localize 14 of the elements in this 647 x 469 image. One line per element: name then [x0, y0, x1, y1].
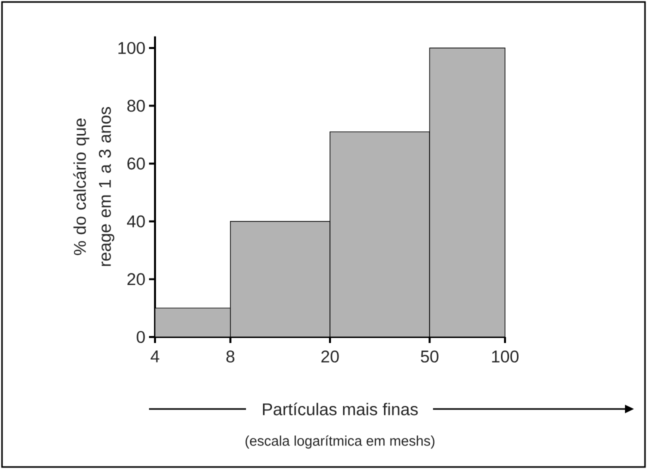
x-tick-label: 50 [420, 350, 438, 363]
x-tick-label: 20 [321, 350, 339, 363]
y-axis-title: % do calcário que reage em 1 a 3 anos [73, 107, 114, 266]
y-tick-label: 0 [136, 330, 145, 344]
y-tick-label: 60 [127, 158, 145, 170]
x-tick-label: 8 [226, 350, 234, 363]
y-tick-label: 40 [126, 215, 145, 228]
y-tick-label: 80 [127, 100, 145, 112]
x-axis-title: Partículas mais finas [262, 402, 418, 416]
x-tick-label: 4 [150, 350, 160, 362]
x-tick-label: 100 [492, 350, 519, 363]
y-tick-label: 20 [127, 273, 145, 286]
text: (escala logarítmica em meshs) [246, 435, 434, 449]
y-tick-label: 100 [118, 42, 145, 54]
